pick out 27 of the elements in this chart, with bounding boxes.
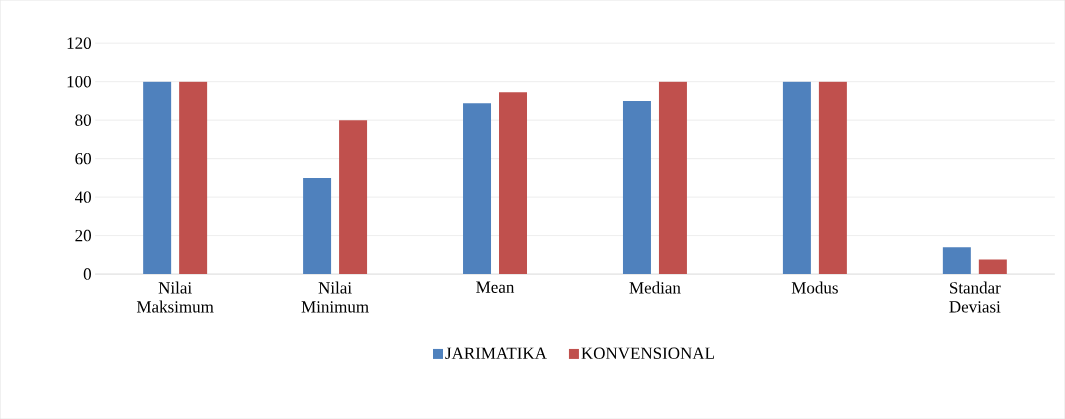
legend-label: KONVENSIONAL: [581, 347, 714, 359]
bar: [782, 81, 811, 274]
x-tick-label: Standar Deviasi: [949, 281, 1001, 313]
bar: [303, 177, 332, 274]
x-tick-label: Modus: [791, 281, 838, 294]
y-tick-label: 0: [83, 268, 91, 280]
x-tick-label: Mean: [476, 281, 515, 293]
x-tick-label: Median: [629, 281, 681, 294]
y-tick-label: 40: [74, 191, 91, 203]
y-tick-label: 80: [75, 114, 91, 126]
bar: [143, 81, 172, 274]
x-tick-label: Nilai Minimum: [301, 281, 369, 313]
bar: [179, 81, 208, 274]
y-tick-label: 100: [67, 75, 91, 88]
bar: [499, 92, 528, 274]
bar: [339, 120, 368, 274]
bar: [622, 100, 651, 274]
bar: [658, 81, 687, 274]
bar: [463, 103, 492, 274]
x-tick-label: Nilai Maksimum: [136, 281, 214, 313]
bar: [818, 81, 847, 274]
y-tick-label: 20: [75, 229, 91, 242]
y-tick-label: 120: [67, 37, 91, 49]
bar: [942, 247, 971, 274]
y-tick-label: 60: [75, 152, 91, 165]
bar: [978, 259, 1007, 274]
legend-label: JARIMATIKA: [445, 347, 547, 359]
